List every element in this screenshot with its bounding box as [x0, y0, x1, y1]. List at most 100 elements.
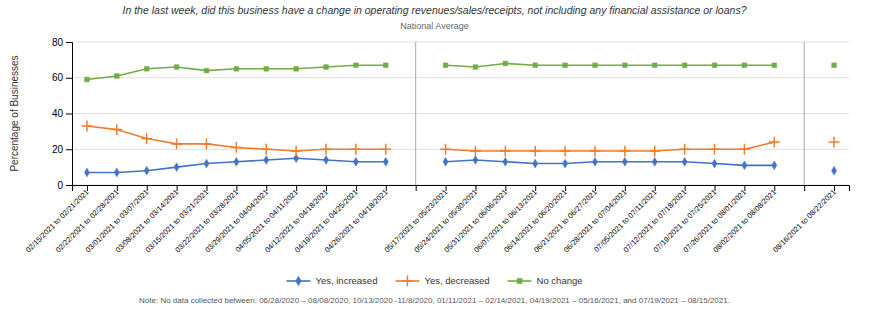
marker	[593, 63, 598, 68]
marker	[533, 63, 538, 68]
marker	[261, 144, 272, 155]
series	[84, 154, 836, 177]
marker	[291, 146, 302, 157]
marker	[533, 159, 538, 168]
marker	[563, 63, 568, 68]
x-tick-line	[625, 185, 626, 191]
series	[85, 61, 837, 82]
x-tick-line	[326, 185, 327, 191]
legend-symbol	[296, 276, 301, 285]
x-tick: 08/16/2021 to 08/22/2021	[771, 185, 838, 254]
marker	[500, 146, 511, 157]
gap-separator	[415, 42, 416, 185]
x-tick-line	[565, 185, 566, 191]
x-tick-line	[236, 185, 237, 191]
x-tick-label: 04/26/2021 to 04/18/2021	[323, 188, 390, 255]
y-tick-line	[66, 149, 72, 150]
marker	[141, 133, 152, 144]
series	[82, 121, 840, 157]
legend: Yes, increased Yes, decreased No change	[286, 275, 582, 286]
marker	[563, 159, 568, 168]
x-tick-line	[804, 185, 805, 191]
x-tick-line	[834, 185, 835, 191]
marker	[473, 65, 478, 70]
marker	[772, 161, 777, 170]
y-tick-line	[66, 78, 72, 79]
marker	[323, 156, 328, 165]
x-tick-line	[117, 185, 118, 191]
y-tick: 0	[57, 180, 72, 191]
marker	[470, 146, 481, 157]
y-tick: 20	[52, 144, 72, 155]
legend-symbol	[517, 278, 522, 283]
chart: In the last week, did this business have…	[0, 0, 869, 315]
marker	[772, 63, 777, 68]
y-axis: 020406080	[52, 37, 73, 191]
y-axis-title: Percentage of Businesses	[9, 55, 20, 171]
x-tick-line	[296, 185, 297, 191]
x-tick-line	[685, 185, 686, 191]
grid-line	[72, 77, 849, 78]
marker	[623, 63, 628, 68]
marker	[622, 157, 627, 166]
x-tick-line	[446, 185, 447, 191]
marker	[264, 66, 269, 71]
x-axis: 02/15/2021 to 02/21/202102/22/2021 to 02…	[24, 185, 850, 254]
marker	[832, 63, 837, 68]
marker	[264, 156, 269, 165]
grid	[72, 42, 849, 185]
x-tick-line	[416, 185, 417, 191]
marker	[353, 157, 358, 166]
marker	[473, 156, 478, 165]
marker	[560, 146, 571, 157]
series-line	[87, 126, 834, 151]
marker	[440, 144, 451, 155]
marker	[174, 65, 179, 70]
marker	[380, 144, 391, 155]
x-tick-line	[774, 185, 775, 191]
y-tick-line	[66, 42, 72, 43]
marks	[82, 42, 840, 185]
marker	[82, 121, 93, 132]
marker	[443, 157, 448, 166]
x-tick-label: 08/16/2021 to 08/22/2021	[771, 188, 838, 255]
marker	[321, 144, 332, 155]
marker	[503, 61, 508, 66]
x-tick: 04/26/2021 to 04/18/2021	[323, 185, 390, 254]
grid-line	[72, 42, 849, 43]
marker	[832, 166, 837, 175]
marker	[712, 63, 717, 68]
y-tick-line	[66, 114, 72, 115]
legend-label: No change	[537, 275, 583, 286]
legend-label: Yes, increased	[315, 275, 377, 286]
marker	[742, 63, 747, 68]
marker	[84, 168, 89, 177]
x-tick-line	[356, 185, 357, 191]
legend-symbol	[402, 276, 413, 287]
x-tick-line	[655, 185, 656, 191]
legend-item: Yes, increased	[286, 275, 377, 286]
marker	[739, 144, 750, 155]
marker	[682, 63, 687, 68]
legend-item: Yes, decreased	[395, 275, 489, 286]
x-tick-line	[744, 185, 745, 191]
legend-label: Yes, decreased	[424, 275, 489, 286]
x-tick-line	[206, 185, 207, 191]
grid-line	[72, 113, 849, 114]
annotation: Note: No data collected between: 06/28/2…	[139, 296, 730, 305]
marker	[201, 138, 212, 149]
marker	[351, 144, 362, 155]
marker	[234, 66, 239, 71]
x-tick-line	[177, 185, 178, 191]
marker	[829, 137, 840, 148]
marker	[231, 142, 242, 153]
x-tick-line	[505, 185, 506, 191]
marker	[619, 146, 630, 157]
x-tick-line	[475, 185, 476, 191]
marker	[592, 157, 597, 166]
title: In the last week, did this business have…	[123, 4, 747, 16]
subtitle: National Average	[400, 21, 468, 31]
plot: 02040608002/15/2021 to 02/21/202102/22/2…	[24, 37, 850, 255]
y-tick-label: 60	[52, 72, 64, 83]
x-tick-line	[147, 185, 148, 191]
